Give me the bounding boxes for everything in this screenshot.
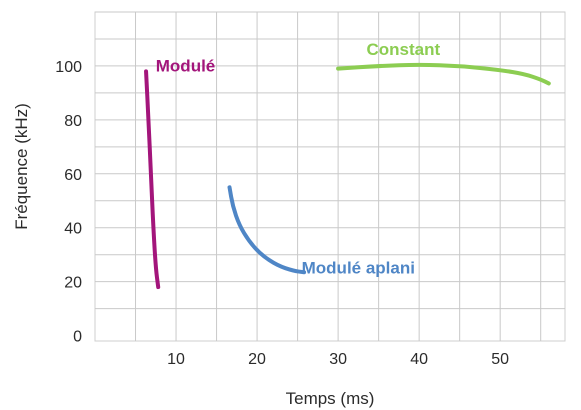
x-axis-title: Temps (ms) bbox=[286, 389, 375, 408]
series-labels: Modulé Modulé aplani Constant bbox=[156, 40, 441, 277]
series-line-modul bbox=[144, 69, 161, 290]
y-tick-label: 80 bbox=[64, 113, 82, 130]
x-tick-label: 20 bbox=[248, 351, 266, 368]
y-tick-label: 0 bbox=[73, 329, 82, 346]
y-tick-label: 40 bbox=[64, 221, 82, 238]
y-tick-label: 20 bbox=[64, 275, 82, 292]
y-axis-title: Fréquence (kHz) bbox=[12, 103, 31, 230]
series-line-constant bbox=[336, 62, 551, 86]
y-tick-label: 60 bbox=[64, 167, 82, 184]
y-tick-labels: 0 20 40 60 80 100 bbox=[55, 59, 82, 346]
series-label-modul-aplani: Modulé aplani bbox=[302, 259, 415, 278]
x-tick-label: 10 bbox=[167, 351, 185, 368]
x-tick-label: 40 bbox=[410, 351, 428, 368]
x-tick-labels: 10 20 30 40 50 bbox=[167, 351, 509, 368]
x-tick-label: 50 bbox=[491, 351, 509, 368]
series-lines bbox=[144, 62, 551, 290]
series-label-modul: Modulé bbox=[156, 56, 216, 75]
x-tick-label: 30 bbox=[329, 351, 347, 368]
y-tick-label: 100 bbox=[55, 59, 82, 76]
series-label-constant: Constant bbox=[366, 40, 440, 59]
series-line-modul-aplani bbox=[227, 185, 307, 275]
